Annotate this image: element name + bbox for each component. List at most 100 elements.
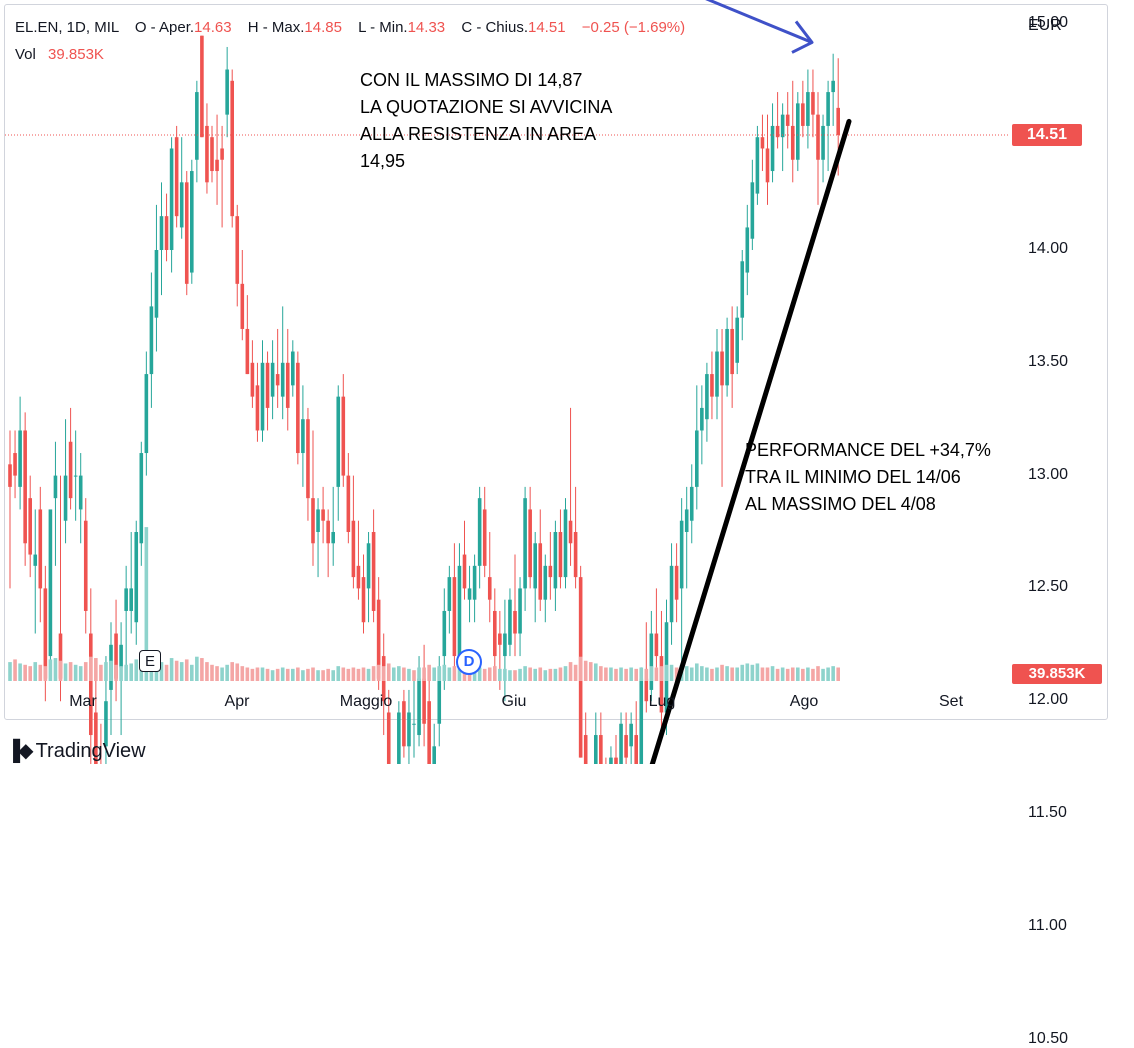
candle-body: [765, 148, 770, 183]
volume-bar: [68, 662, 73, 681]
candle-body: [493, 610, 497, 657]
candle-body: [144, 374, 149, 454]
currency-label[interactable]: EUR: [1028, 17, 1062, 34]
volume-bar: [644, 668, 649, 681]
candle-body: [780, 114, 785, 138]
candle-body: [735, 317, 739, 363]
volume-bar: [366, 668, 371, 681]
volume-bar: [33, 662, 38, 681]
volume-bar: [705, 667, 709, 681]
candle-body: [629, 723, 633, 747]
volume-bar: [437, 666, 442, 681]
high-label: H - Max.: [247, 19, 305, 36]
dividend-marker[interactable]: D: [456, 649, 482, 675]
volume-bar: [245, 667, 250, 681]
volume-bar: [89, 656, 93, 681]
support-trendline: [649, 118, 852, 764]
candle-body: [18, 430, 22, 487]
chart-frame: [4, 4, 1108, 720]
candle-body: [83, 520, 88, 611]
volume-bar: [538, 667, 543, 681]
volume-bar: [376, 664, 381, 681]
y-tick-label: 12.00: [1028, 691, 1069, 709]
candle-body: [164, 216, 169, 250]
volume-bar: [8, 662, 12, 681]
candle-body: [402, 701, 406, 747]
x-tick-label: Mar: [69, 693, 97, 710]
volume-bar: [225, 664, 229, 681]
earnings-marker[interactable]: E: [139, 650, 161, 672]
candle-body: [674, 565, 679, 600]
volume-bar: [477, 667, 482, 681]
volume-bar: [144, 527, 149, 681]
volume-bar: [280, 667, 285, 681]
volume-bar: [306, 668, 310, 681]
x-tick-label: Maggio: [339, 693, 393, 710]
y-tick-label: 14.00: [1028, 240, 1069, 257]
volume-bar: [725, 666, 729, 681]
y-tick-label: 12.50: [1028, 578, 1069, 596]
volume-bar: [53, 658, 58, 681]
candle-body: [28, 498, 32, 555]
volume-bar: [265, 668, 270, 681]
volume-bar: [755, 663, 760, 681]
candle-body: [750, 182, 755, 239]
y-tick-label: 15.00: [1028, 14, 1069, 32]
volume-bar: [588, 662, 593, 681]
volume-bar: [371, 666, 376, 681]
resistance-annotation[interactable]: CON IL MASSIMO DI 14,87 LA QUOTAZIONE SI…: [360, 70, 613, 171]
candle-body: [437, 667, 442, 724]
candle-body: [205, 125, 209, 183]
candle-body: [548, 565, 553, 578]
candle-body: [149, 306, 154, 375]
candle-body: [760, 137, 765, 149]
candle-body: [796, 103, 800, 160]
volume-bar: [760, 667, 765, 681]
volume-bar: [417, 667, 421, 681]
chart-canvas[interactable]: [0, 0, 1134, 764]
candle-body: [341, 396, 346, 476]
volume-bar: [432, 667, 436, 681]
candle-body: [543, 565, 548, 600]
candle-body: [462, 554, 467, 589]
change-value: −0.25 (−1.69%): [581, 19, 686, 36]
volume-bar: [200, 658, 204, 681]
candle-body: [215, 159, 219, 172]
volume-bar: [331, 670, 335, 681]
candle-body: [644, 678, 649, 702]
volume-bar: [174, 660, 179, 681]
volume-bar: [63, 663, 68, 681]
candle-body: [104, 701, 108, 747]
tradingview-brand[interactable]: ▐◆ TradingView: [6, 738, 146, 763]
vol-label: Vol: [15, 46, 36, 63]
volume-bar: [392, 667, 396, 681]
volume-bar: [83, 662, 88, 681]
volume-legend: Vol 39.853K: [15, 46, 104, 63]
volume-bar: [179, 662, 184, 681]
candle-body: [58, 633, 63, 679]
candle-body: [412, 723, 416, 725]
candle-body: [275, 374, 280, 386]
candle-body: [195, 92, 199, 160]
volume-bar: [498, 668, 502, 681]
candle-body: [619, 723, 623, 764]
volume-bar: [659, 666, 664, 681]
candle-body: [376, 599, 381, 679]
candle-body: [94, 712, 98, 764]
candle-body: [200, 35, 204, 138]
candle-body: [386, 712, 391, 764]
volume-bar: [99, 664, 103, 681]
volume-bar: [38, 664, 43, 681]
candle-body: [669, 565, 674, 623]
symbol-label[interactable]: EL.EN, 1D, MIL: [15, 19, 119, 36]
volume-bar: [28, 666, 32, 681]
volume-bar: [104, 662, 108, 681]
performance-annotation[interactable]: PERFORMANCE DEL +34,7% TRA IL MINIMO DEL…: [745, 440, 991, 514]
candle-body: [230, 80, 234, 217]
candle-body: [89, 633, 93, 736]
candle-body: [179, 182, 184, 228]
candle-body: [371, 532, 376, 611]
volume-bar: [639, 667, 644, 681]
candle-body: [301, 419, 305, 454]
volume-bar: [583, 660, 588, 681]
